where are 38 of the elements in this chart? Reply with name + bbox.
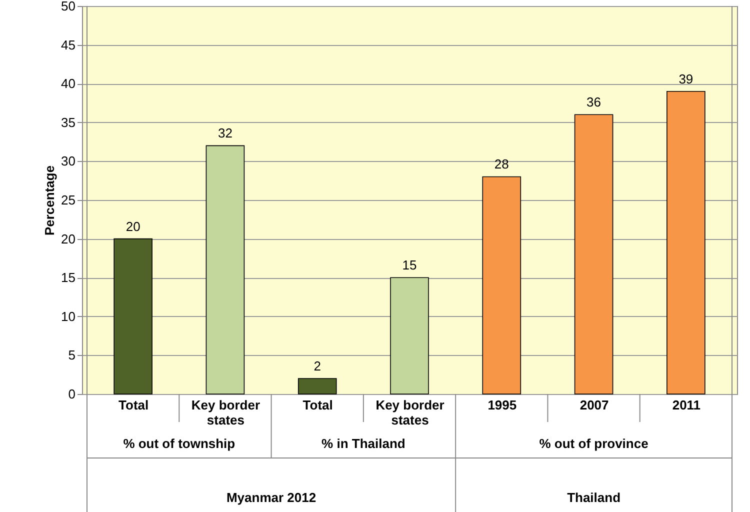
bar <box>206 145 245 394</box>
y-tick-label: 10 <box>61 308 76 324</box>
y-tick-label: 0 <box>68 386 76 402</box>
text: Myanmar 2012 <box>226 490 316 505</box>
x-tick-label: Total <box>118 398 149 412</box>
text: % out of township <box>123 436 236 451</box>
y-tick-label: 5 <box>68 348 76 363</box>
data-label: 2 <box>314 358 321 374</box>
bar <box>390 277 429 394</box>
x-tick-label: 2007 <box>580 398 609 412</box>
x-tick-label: Key border states <box>376 398 444 428</box>
x-tick-label: 1995 <box>488 398 517 412</box>
y-tick-label: 40 <box>61 76 76 92</box>
y-tick-label: 20 <box>61 231 76 246</box>
bar <box>298 378 337 394</box>
y-tick-label: 25 <box>61 192 76 208</box>
bar <box>482 176 522 394</box>
x-tick-label: 2011 <box>672 398 701 412</box>
data-label: 15 <box>402 258 417 273</box>
bar <box>574 114 614 394</box>
x-tick-label: Total <box>302 398 333 412</box>
bar <box>666 90 706 394</box>
bar <box>114 238 152 394</box>
y-tick-label: 30 <box>61 154 76 169</box>
y-tick-label: 50 <box>61 0 76 14</box>
x-tick-label: Key border states <box>191 398 260 428</box>
data-label: 32 <box>218 126 232 141</box>
data-label: 36 <box>586 94 602 110</box>
data-label: 20 <box>126 218 140 234</box>
y-tick-label: 15 <box>61 270 76 286</box>
y-tick-label: 35 <box>61 114 76 130</box>
text: % in Thailand <box>322 436 406 451</box>
text: Thailand <box>567 490 621 505</box>
y-axis-title: Percentage <box>42 165 58 236</box>
data-label: 39 <box>678 71 694 86</box>
data-label: 28 <box>494 156 509 172</box>
text: % out of province <box>539 436 648 451</box>
y-tick-label: 45 <box>61 37 76 52</box>
